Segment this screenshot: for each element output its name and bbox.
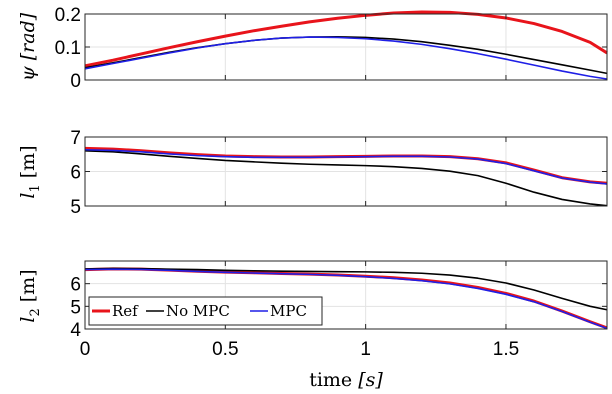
y-axis-label-unit: [m] (17, 145, 39, 184)
legend-box (88, 296, 323, 326)
series-line-mpc (84, 148, 608, 185)
y-axis-label: ψ [rad] (17, 12, 39, 81)
series-line-no-mpc (84, 267, 608, 311)
legend: Ref No MPC MPC (88, 296, 323, 326)
y-axis-label-main: l (17, 317, 39, 323)
series-line-mpc (84, 36, 608, 80)
y-tick-label: 6 (70, 163, 81, 184)
x-axis-label-unit: [s] (358, 369, 383, 391)
x-tick-label: 0 (80, 339, 91, 360)
y-tick-label: 5 (70, 297, 81, 318)
y-axis-label-unit: [m] (17, 269, 39, 308)
tick-group: 456 0 0.5 1 1.5 (70, 261, 607, 360)
y-tick-label: 6 (70, 275, 81, 296)
legend-entry-mpc: MPC (270, 302, 307, 320)
y-tick-label: 4 (70, 320, 81, 341)
y-axis-label-main: l (17, 193, 39, 199)
series-line-mpc (84, 268, 608, 330)
y-tick-label: 7 (70, 128, 81, 149)
legend-entry-ref: Ref (112, 302, 139, 320)
series-group (84, 267, 608, 330)
y-axis-label-text: ψ [rad] (17, 12, 39, 81)
x-tick-label: 1.5 (493, 339, 519, 360)
y-tick-label: 5 (70, 197, 81, 218)
y-axis-label-subscript: 1 (28, 184, 43, 192)
y-tick-label: 0.2 (55, 5, 81, 26)
series-line-ref (84, 10, 608, 68)
x-axis-label-text: time (309, 369, 358, 391)
x-tick-label: 0.5 (212, 339, 238, 360)
y-axis-label: l1 [m] (17, 145, 43, 198)
x-tick-label: 1 (360, 339, 371, 360)
series-line-no-mpc (84, 150, 608, 207)
tick-group: 0 0.1 0.2 (55, 5, 607, 92)
tick-group: 5 6 7 (70, 128, 607, 218)
panel-l1: 5 6 7 l1 [m] (17, 128, 608, 218)
axes-frame (84, 260, 608, 330)
panel-l2: 456 0 0.5 1 1.5 l2 [m] Ref No MPC MPC time [… (17, 260, 608, 391)
series-group (84, 10, 608, 80)
y-tick-label: 0.1 (55, 38, 81, 59)
series-group (84, 146, 608, 207)
x-axis-label: time [s] (309, 369, 383, 391)
y-axis-label: l2 [m] (17, 269, 43, 322)
y-axis-label-subscript: 2 (28, 308, 43, 316)
panel-psi: 0 0.1 0.2 ψ [rad] (17, 5, 608, 92)
y-tick-label: 0 (70, 71, 81, 92)
legend-entry-no-mpc: No MPC (166, 302, 230, 320)
